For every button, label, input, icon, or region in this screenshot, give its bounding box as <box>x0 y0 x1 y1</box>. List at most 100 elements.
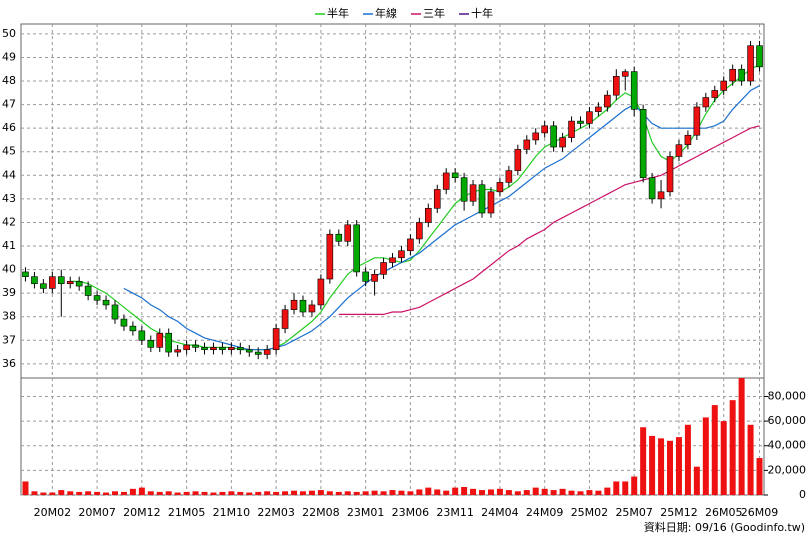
volume-bar <box>649 435 656 495</box>
volume-bar <box>308 490 315 495</box>
volume-bar <box>174 492 181 495</box>
candle-body <box>317 278 325 306</box>
candle-body <box>147 339 155 348</box>
y-tick-label: 36 <box>2 357 16 370</box>
candle-body <box>66 281 74 285</box>
volume-bar <box>389 490 396 495</box>
candle-body <box>469 184 477 202</box>
volume-bar <box>720 421 727 495</box>
x-tick-label: 21M10 <box>213 506 251 519</box>
x-tick-label: 26M09 <box>741 506 779 519</box>
candle-body <box>442 172 450 190</box>
x-tick-label: 23M11 <box>436 506 474 519</box>
y-tick-label: 44 <box>2 168 16 181</box>
candle-body <box>84 285 92 296</box>
volume-bar <box>353 491 360 495</box>
candle-body <box>335 233 343 242</box>
y-tick-label: 20,000 <box>768 463 807 476</box>
candle-body <box>129 325 137 332</box>
volume-bar <box>675 437 682 495</box>
candle-body <box>532 132 540 141</box>
candle-body <box>541 125 548 134</box>
volume-bar <box>299 491 306 495</box>
volume-bar <box>693 466 700 495</box>
candle-body <box>174 349 181 353</box>
x-tick-label: 21M05 <box>168 506 206 519</box>
y-tick-label: 50 <box>2 27 16 40</box>
candle-body <box>684 134 692 145</box>
volume-bar <box>156 491 163 495</box>
candle-body <box>711 90 719 98</box>
volume-bar <box>613 481 620 495</box>
volume-bar <box>371 490 378 495</box>
volume-bar <box>255 491 262 495</box>
volume-bar <box>398 490 405 495</box>
candle-body <box>666 156 674 193</box>
y-tick-label: 40,000 <box>768 439 807 452</box>
candle-body <box>621 71 629 77</box>
x-tick-label: 26M05 <box>705 506 743 519</box>
volume-bar <box>667 440 674 495</box>
candle-body <box>120 318 128 327</box>
candle-body <box>353 224 360 273</box>
volume-bar <box>76 491 83 495</box>
x-tick-label: 20M07 <box>78 506 116 519</box>
candle-body <box>425 208 432 223</box>
y-tick-label: 47 <box>2 98 16 111</box>
candle-body <box>237 347 244 351</box>
candle-body <box>308 304 316 313</box>
candle-body <box>138 330 146 341</box>
candle-body <box>299 299 307 313</box>
y-tick-label: 49 <box>2 50 16 63</box>
candle-body <box>31 276 38 285</box>
candle-body <box>93 295 101 301</box>
y-tick-label: 46 <box>2 121 16 134</box>
candle-body <box>433 189 441 209</box>
volume-bar <box>147 491 154 495</box>
volume-bar <box>747 424 754 495</box>
volume-bar <box>58 490 65 495</box>
candle-body <box>657 191 665 200</box>
volume-bar <box>434 489 441 495</box>
volume-bar <box>183 491 190 495</box>
volume-bar <box>577 491 584 495</box>
candle-body <box>523 139 531 150</box>
volume-bar <box>640 427 647 495</box>
volume-bar <box>568 490 575 495</box>
candle-body <box>639 109 647 178</box>
candle-body <box>568 120 575 138</box>
legend-label: 三年 <box>423 6 445 20</box>
legend-label: 十年 <box>471 6 493 20</box>
volume-bar <box>756 458 763 495</box>
y-tick-label: 42 <box>2 215 16 228</box>
volume-bar <box>344 491 351 495</box>
candle-body <box>756 45 763 68</box>
candle-body <box>478 184 486 214</box>
y-tick-label: 38 <box>2 310 16 323</box>
volume-bar <box>559 488 566 495</box>
candle-body <box>630 71 638 110</box>
volume-bar <box>658 438 665 495</box>
candle-body <box>612 76 620 96</box>
y-tick-label: 37 <box>2 333 16 346</box>
volume-bar <box>31 491 38 495</box>
volume-bar <box>165 491 172 495</box>
y-tick-label: 48 <box>2 74 16 87</box>
volume-bar <box>407 491 414 495</box>
volume-bar <box>702 417 709 495</box>
volume-bar <box>604 487 611 495</box>
volume-bar <box>94 491 101 495</box>
candle-body <box>675 144 683 157</box>
candle-body <box>586 111 593 124</box>
candle-body <box>281 309 289 329</box>
candle-body <box>57 276 65 285</box>
candle-body <box>577 120 584 124</box>
candle-body <box>550 125 557 148</box>
x-tick-label: 23M06 <box>392 506 430 519</box>
volume-bar <box>595 490 602 495</box>
volume-bar <box>452 487 459 495</box>
candle-body <box>156 332 164 348</box>
volume-bar <box>291 490 298 495</box>
volume-bar <box>111 491 118 495</box>
